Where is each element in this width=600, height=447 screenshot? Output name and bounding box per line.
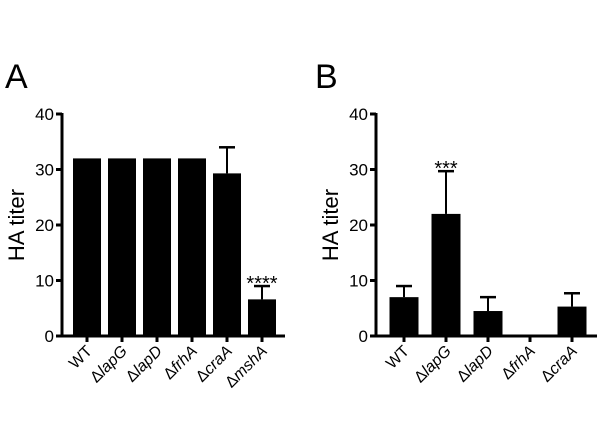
bar <box>431 213 461 336</box>
x-tick-label: WT <box>66 343 96 373</box>
y-axis-label: HA titer <box>4 189 29 261</box>
y-tick-label: 0 <box>359 327 368 346</box>
bar <box>108 158 136 336</box>
y-tick-label: 10 <box>349 272 368 291</box>
bar <box>557 306 587 336</box>
bar <box>73 158 101 336</box>
significance-label: **** <box>246 273 277 295</box>
strain-name: mshA <box>230 343 271 384</box>
y-tick-label: 30 <box>35 161 54 180</box>
y-axis-label: HA titer <box>318 189 343 261</box>
bar <box>178 158 206 336</box>
y-tick-label: 10 <box>35 272 54 291</box>
x-tick-label: ΔfrhA <box>161 343 201 383</box>
bar <box>143 158 171 336</box>
y-tick-label: 0 <box>45 327 54 346</box>
x-tick-label: ΔfrhA <box>499 343 539 383</box>
y-tick-label: 20 <box>35 216 54 235</box>
x-tick-label: ΔlapD <box>123 342 166 385</box>
panel-label: B <box>315 58 338 96</box>
y-tick-label: 30 <box>349 161 368 180</box>
x-tick-label: WT <box>383 343 413 373</box>
strain-name: lapG <box>419 343 455 379</box>
x-tick-label: ΔlapD <box>454 342 497 385</box>
bar <box>248 299 276 336</box>
bar <box>473 311 503 336</box>
y-tick-label: 40 <box>349 105 368 124</box>
x-tick-label: ΔlapG <box>87 343 130 386</box>
panel-b: B 0 10 20 30 40 HA titer WT *** ΔlapG ΔlapD ΔfrhAΔc… <box>315 58 597 386</box>
significance-label: *** <box>434 158 458 180</box>
y-tick-label: 40 <box>35 105 54 124</box>
strain-name: lapD <box>462 342 498 378</box>
x-tick-label: ΔlapG <box>411 343 454 386</box>
bar <box>389 297 419 336</box>
y-tick-label: 20 <box>349 216 368 235</box>
panel-label: A <box>5 58 28 96</box>
x-tick-label: ΔcraA <box>538 343 581 386</box>
bar <box>213 173 241 336</box>
